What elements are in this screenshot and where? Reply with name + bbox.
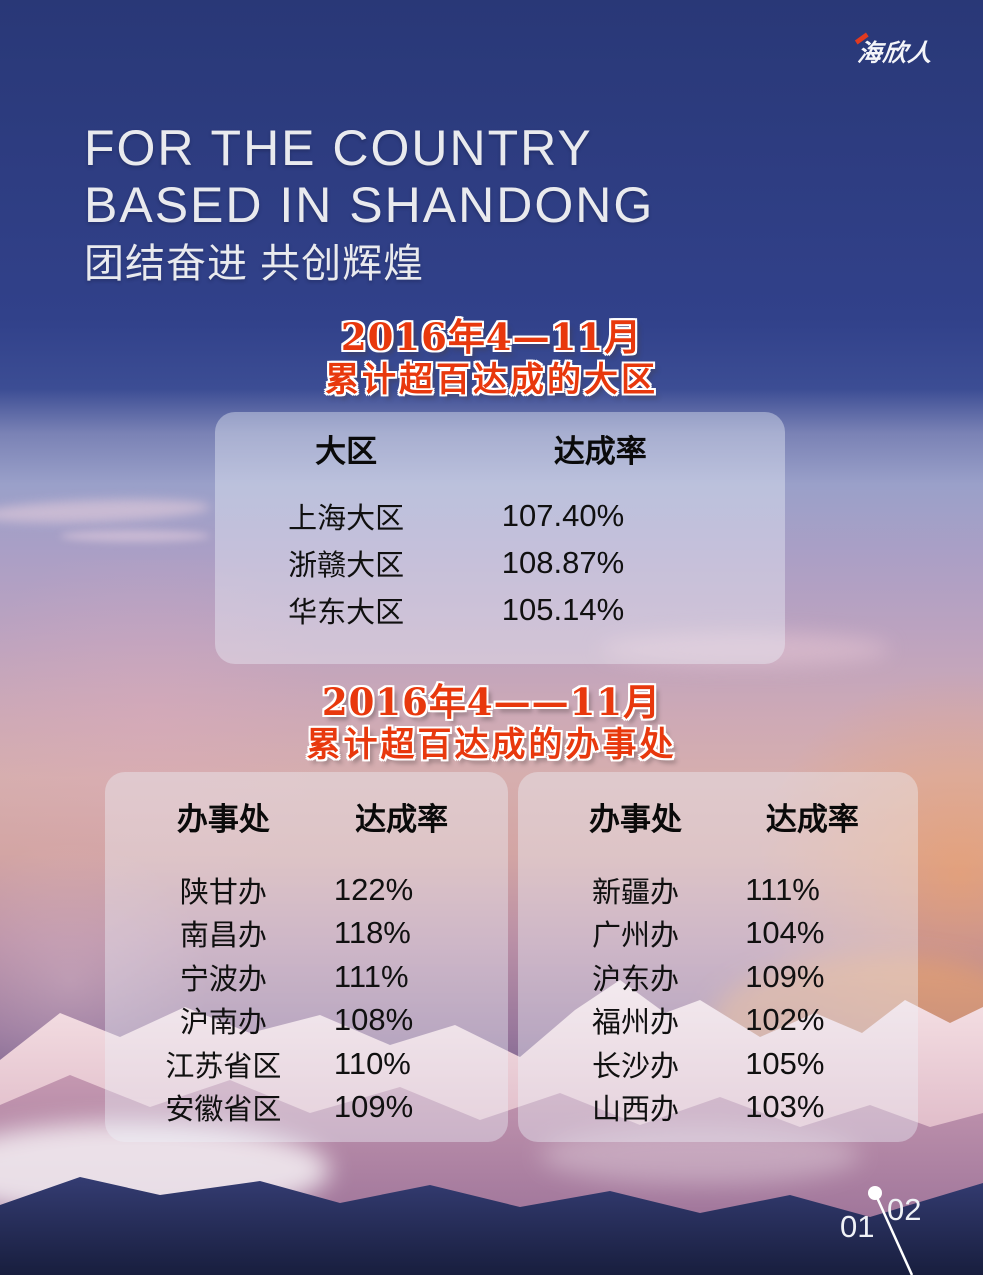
- office-name: 广州办: [592, 920, 680, 953]
- table-row: 福州办 102%: [518, 999, 918, 1043]
- column-header-region: 大区: [315, 433, 378, 470]
- region-rate: 108.87%: [501, 544, 625, 580]
- page-number-current: 01: [840, 1209, 875, 1244]
- offices-table-header: 办事处 达成率: [518, 790, 918, 842]
- office-name: 宁波办: [179, 963, 267, 996]
- region-rate: 107.40%: [501, 497, 625, 533]
- offices-section-heading: 2016年4——11月 累计超百达成的办事处: [0, 681, 983, 765]
- mountain-range-graphic: [0, 955, 983, 1275]
- column-header-office: 办事处: [589, 801, 683, 838]
- office-rate: 108%: [333, 1002, 414, 1038]
- offices-heading-period: 2016年4——11月: [321, 680, 662, 724]
- office-rate: 105%: [745, 1045, 825, 1081]
- table-row: 江苏省区 110%: [105, 1042, 508, 1086]
- table-row: 新疆办 111%: [518, 868, 918, 912]
- title-line-1: FOR THE COUNTRY: [84, 120, 593, 176]
- title-line-2: BASED IN SHANDONG: [84, 177, 655, 233]
- office-name: 新疆办: [592, 876, 680, 909]
- office-name: 山西办: [592, 1094, 680, 1127]
- table-row: 安徽省区 109%: [105, 1086, 508, 1130]
- office-rate: 104%: [745, 915, 825, 951]
- office-rate: 102%: [745, 1002, 825, 1038]
- office-rate: 111%: [333, 958, 409, 994]
- office-rate: 111%: [745, 871, 820, 907]
- title-block: FOR THE COUNTRY BASED IN SHANDONG 团结奋进 共…: [84, 120, 654, 290]
- offices-table-header: 办事处 达成率: [105, 790, 508, 842]
- table-row: 陕甘办 122%: [105, 868, 508, 912]
- regions-table: 大区 达成率 上海大区 107.40% 浙赣大区 108.87% 华东大区 10…: [215, 412, 785, 664]
- office-rate: 122%: [333, 871, 414, 907]
- page-indicator-pin-line: [868, 1186, 914, 1275]
- office-name: 沪南办: [179, 1007, 267, 1040]
- table-row: 浙赣大区 108.87%: [215, 539, 785, 586]
- region-name: 上海大区: [288, 502, 405, 535]
- office-name: 福州办: [592, 1007, 680, 1040]
- office-rate: 110%: [333, 1045, 411, 1081]
- office-rate: 109%: [333, 1089, 414, 1125]
- title-subtitle: 团结奋进 共创辉煌: [84, 242, 425, 286]
- office-rate: 103%: [745, 1089, 825, 1125]
- logo-haixinren: 海欣人: [854, 32, 935, 68]
- region-name: 华东大区: [288, 596, 405, 629]
- cloud-streak: [0, 495, 211, 527]
- table-row: 上海大区 107.40%: [215, 492, 785, 539]
- regions-section-heading: 2016年4—11月 累计超百达成的大区: [0, 316, 983, 400]
- column-header-rate: 达成率: [553, 433, 647, 470]
- logo-text: 海欣人: [856, 40, 935, 67]
- cloud-streak: [60, 530, 210, 542]
- table-row: 南昌办 118%: [105, 912, 508, 956]
- offices-table-right: 办事处 达成率 新疆办 111% 广州办 104% 沪东办 109% 福州办 1…: [518, 772, 918, 1142]
- region-name: 浙赣大区: [288, 549, 405, 582]
- table-row: 沪南办 108%: [105, 999, 508, 1043]
- column-header-rate: 达成率: [765, 801, 859, 838]
- office-name: 沪东办: [592, 963, 680, 996]
- regions-heading-text: 累计超百达成的大区: [325, 361, 658, 399]
- page-number-next: 02: [887, 1192, 922, 1227]
- table-row: 长沙办 105%: [518, 1042, 918, 1086]
- table-row: 华东大区 105.14%: [215, 586, 785, 633]
- office-name: 陕甘办: [179, 876, 267, 909]
- office-name: 安徽省区: [165, 1094, 282, 1127]
- table-row: 山西办 103%: [518, 1086, 918, 1130]
- table-row: 宁波办 111%: [105, 955, 508, 999]
- column-header-rate: 达成率: [355, 801, 449, 838]
- region-rate: 105.14%: [501, 591, 625, 627]
- office-rate: 109%: [745, 958, 825, 994]
- table-row: 广州办 104%: [518, 912, 918, 956]
- office-name: 江苏省区: [165, 1050, 282, 1083]
- table-row: 沪东办 109%: [518, 955, 918, 999]
- office-name: 南昌办: [179, 920, 267, 953]
- offices-table-left: 办事处 达成率 陕甘办 122% 南昌办 118% 宁波办 111% 沪南办 1…: [105, 772, 508, 1142]
- offices-heading-text: 累计超百达成的办事处: [306, 726, 677, 764]
- regions-table-header: 大区 达成率: [215, 422, 785, 474]
- column-header-office: 办事处: [176, 801, 270, 838]
- regions-heading-period: 2016年4—11月: [340, 315, 643, 359]
- office-rate: 118%: [333, 915, 411, 951]
- office-name: 长沙办: [592, 1050, 680, 1083]
